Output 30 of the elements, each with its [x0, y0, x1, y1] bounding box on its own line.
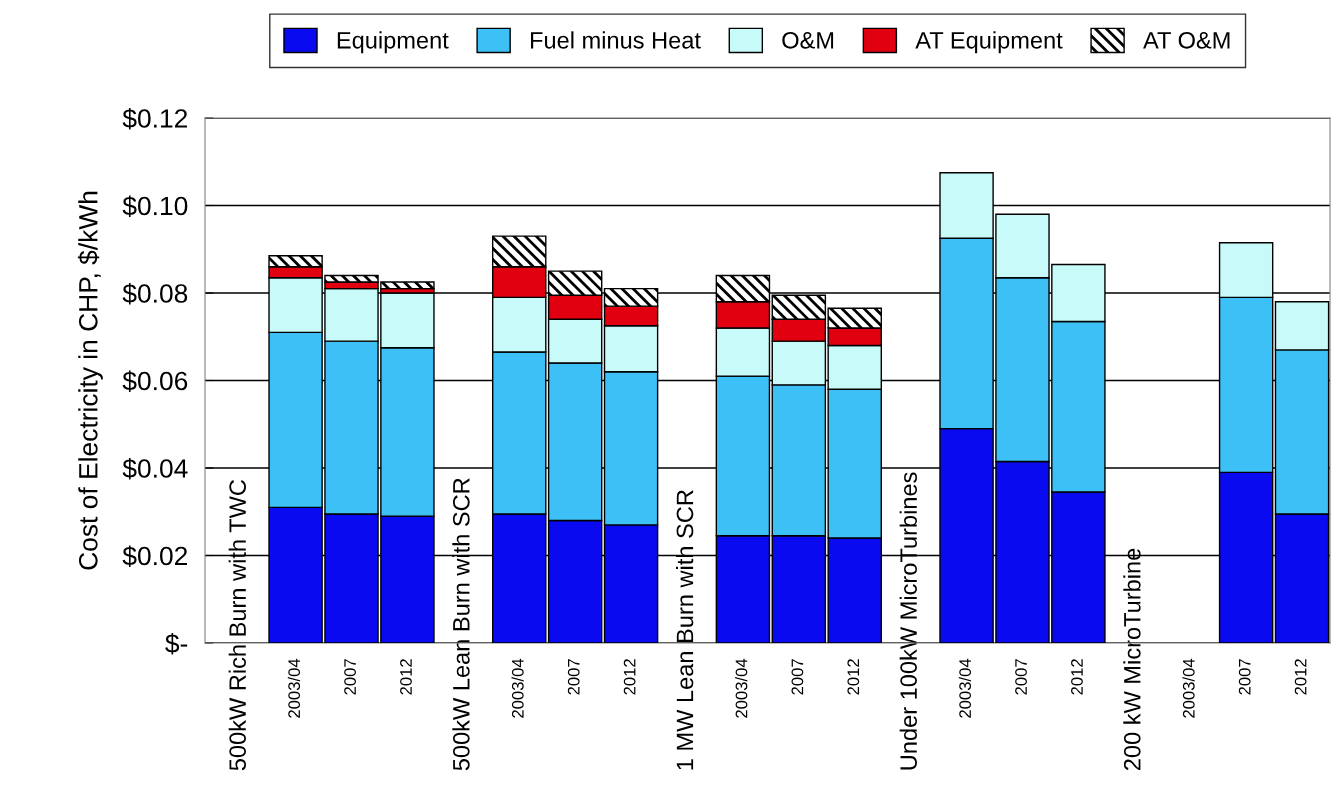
x-tick-label: 2003/04: [958, 658, 972, 718]
y-tick-label: $0.08: [122, 283, 188, 305]
y-tick-label: $0.12: [122, 108, 188, 130]
y-tick-label: $0.10: [122, 195, 188, 217]
x-tick-label: 2007: [1015, 659, 1027, 695]
x-tick-label: 2003/04: [735, 658, 748, 718]
x-tick-label: 200 kW MicroTurbine: [1123, 548, 1141, 771]
x-tick-label: 2012: [1071, 659, 1083, 695]
x-tick-label: 2003/04: [287, 658, 301, 718]
x-tick-label: 2007: [344, 659, 356, 695]
y-axis-title: Cost of Electricity in CHP, $/kWh: [77, 191, 103, 570]
legend-label: Fuel minus Heat: [530, 31, 701, 49]
x-tick-label: 2007: [567, 659, 580, 695]
y-tick-label: $-: [165, 633, 188, 655]
x-tick-label: 2012: [623, 659, 636, 695]
x-tick-label: 2012: [400, 659, 412, 695]
x-tick-label: 2003/04: [511, 658, 524, 718]
x-tick-label: 2012: [847, 659, 860, 695]
y-tick-label: $0.06: [122, 370, 188, 392]
x-tick-label: Under 100kW MicroTurbines: [899, 472, 917, 770]
y-tick-label: $0.04: [122, 458, 188, 480]
x-tick-label: 2012: [1294, 659, 1307, 695]
legend-label: AT O&M: [1143, 31, 1230, 49]
legend-label: Equipment: [337, 31, 449, 54]
legend-label: O&M: [782, 31, 834, 49]
x-tick-label: 2007: [1238, 659, 1251, 695]
legend-label: AT Equipment: [915, 31, 1063, 54]
x-tick-label: 2007: [791, 659, 804, 695]
x-tick-label: 2003/04: [1182, 658, 1195, 718]
y-tick-label: $0.02: [122, 545, 188, 567]
